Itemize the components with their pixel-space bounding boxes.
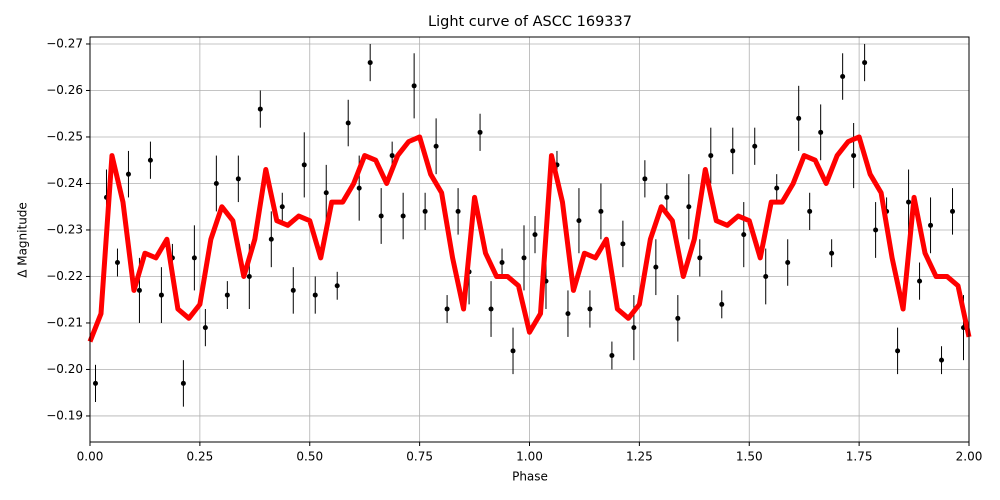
data-point	[235, 176, 241, 182]
data-point	[653, 264, 659, 270]
y-tick-label: −0.22	[46, 269, 83, 283]
x-tick-label: 1.50	[736, 450, 763, 464]
x-axis-label: Phase	[512, 470, 548, 484]
y-tick-label: −0.20	[46, 362, 83, 376]
y-tick-label: −0.27	[46, 36, 83, 50]
data-point	[851, 153, 857, 159]
data-point	[774, 185, 780, 191]
data-point	[906, 199, 912, 205]
data-point	[719, 301, 725, 307]
y-tick-label: −0.24	[46, 176, 83, 190]
data-point	[862, 60, 868, 66]
data-point	[312, 292, 318, 298]
y-tick-label: −0.19	[46, 408, 83, 422]
x-tick-label: 0.25	[187, 450, 214, 464]
smoothed-line	[87, 134, 972, 343]
data-point	[499, 260, 505, 266]
data-point	[323, 190, 329, 196]
data-point	[642, 176, 648, 182]
data-point	[565, 311, 571, 317]
data-point	[686, 204, 692, 210]
x-tick-label: 1.00	[516, 450, 543, 464]
data-point	[796, 115, 802, 121]
data-point	[730, 148, 736, 154]
data-point	[257, 106, 263, 112]
data-point	[389, 153, 395, 159]
data-point	[785, 260, 791, 266]
data-point	[400, 213, 406, 219]
data-point	[268, 236, 274, 242]
data-point	[873, 227, 879, 233]
data-point	[752, 143, 758, 149]
data-point	[587, 306, 593, 312]
data-point	[334, 283, 340, 289]
data-point	[576, 218, 582, 224]
data-point	[224, 292, 230, 298]
data-point	[444, 306, 450, 312]
data-point	[411, 83, 417, 89]
chart-title: Light curve of ASCC 169337	[428, 14, 632, 30]
data-point	[818, 129, 824, 135]
data-point	[532, 232, 538, 238]
data-point	[939, 357, 945, 363]
data-point	[631, 325, 637, 331]
y-tick-label: −0.26	[46, 83, 83, 97]
data-point	[114, 260, 120, 266]
data-point	[840, 74, 846, 80]
data-point	[301, 162, 307, 168]
x-tick-label: 1.25	[626, 450, 653, 464]
data-point	[708, 153, 714, 159]
data-point	[829, 250, 835, 256]
data-point	[510, 348, 516, 354]
data-point	[521, 255, 527, 261]
data-point	[213, 180, 219, 186]
data-point	[356, 185, 362, 191]
plot-frame	[89, 36, 970, 443]
data-point	[158, 292, 164, 298]
data-point	[191, 255, 197, 261]
data-point	[895, 348, 901, 354]
y-tick-label: −0.25	[46, 129, 83, 143]
data-point	[147, 157, 153, 163]
data-point	[477, 129, 483, 135]
x-tick-label: 0.50	[296, 450, 323, 464]
data-point	[620, 241, 626, 247]
data-point	[664, 194, 670, 200]
data-point	[609, 353, 615, 359]
data-point	[950, 208, 956, 214]
data-point	[136, 287, 142, 293]
data-point	[202, 325, 208, 331]
data-point	[345, 120, 351, 126]
data-point	[455, 208, 461, 214]
data-point	[367, 60, 373, 66]
y-tick-label: −0.23	[46, 222, 83, 236]
data-point	[433, 143, 439, 149]
data-point	[378, 213, 384, 219]
data-point	[807, 208, 813, 214]
x-tick-label: 2.00	[956, 450, 983, 464]
y-axis-label: Δ Magnitude	[16, 202, 30, 278]
data-point	[488, 306, 494, 312]
data-point	[741, 232, 747, 238]
y-tick-label: −0.21	[46, 315, 83, 329]
x-tick-label: 0.75	[406, 450, 433, 464]
data-point	[697, 255, 703, 261]
data-point	[290, 287, 296, 293]
data-point	[92, 380, 98, 386]
data-point	[125, 171, 131, 177]
data-point	[246, 273, 252, 279]
data-point	[279, 204, 285, 210]
data-point	[763, 273, 769, 279]
data-point	[598, 208, 604, 214]
data-point	[422, 208, 428, 214]
data-point	[917, 278, 923, 284]
x-tick-label: 0.00	[77, 450, 104, 464]
data-point	[675, 315, 681, 321]
x-tick-label: 1.75	[846, 450, 873, 464]
data-point	[180, 380, 186, 386]
data-point	[928, 222, 934, 228]
